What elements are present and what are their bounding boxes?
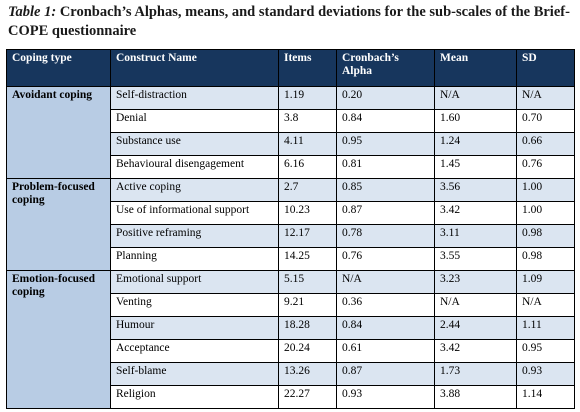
table-caption: Table 1: Cronbach’s Alphas, means, and s…	[8, 3, 574, 41]
construct-name-cell: Venting	[110, 293, 279, 317]
table-row: Denial 3.8 0.84 1.60 0.70	[7, 109, 575, 133]
table-row: Behavioural disengagement 6.16 0.81 1.45 0.7…	[7, 155, 575, 179]
table-row: Positive reframing 12.17 0.78 3.11 0.98	[7, 224, 575, 248]
sd-cell: 0.66	[516, 132, 575, 156]
sd-cell: 1.14	[516, 385, 575, 409]
sd-cell: 1.00	[516, 178, 575, 202]
sd-cell: 1.00	[516, 201, 575, 225]
table-row: Acceptance 20.24 0.61 3.42 0.95	[7, 339, 575, 363]
items-cell: 6.16	[278, 155, 337, 179]
sd-cell: 0.98	[516, 247, 575, 271]
items-cell: 20.24	[278, 339, 337, 363]
header-items: Items	[278, 49, 337, 87]
construct-name-cell: Acceptance	[110, 339, 279, 363]
cronbach-alpha-cell: 0.36	[336, 293, 435, 317]
items-cell: 9.21	[278, 293, 337, 317]
mean-cell: 1.45	[434, 155, 517, 179]
items-cell: 4.11	[278, 132, 337, 156]
cronbach-alpha-cell: 0.81	[336, 155, 435, 179]
sd-cell: 1.09	[516, 270, 575, 294]
cronbach-alpha-cell: 0.87	[336, 362, 435, 386]
table-row: Avoidant coping Self-distraction 1.19 0.20 N…	[6, 86, 575, 179]
items-cell: 13.26	[278, 362, 337, 386]
mean-cell: 3.55	[434, 247, 517, 271]
header-row: Coping type Construct Name Items Cronbac…	[6, 49, 575, 87]
items-cell: 12.17	[278, 224, 337, 248]
caption-text: Cronbach’s Alphas, means, and standard d…	[8, 4, 570, 39]
mean-cell: 3.42	[434, 201, 517, 225]
coping-type-cell: Emotion-focused coping	[6, 270, 111, 409]
construct-name-cell: Use of informational support	[110, 201, 279, 225]
header-construct-name: Construct Name	[110, 49, 279, 87]
sd-cell: 0.70	[516, 109, 575, 133]
cronbach-alpha-cell: 0.84	[336, 109, 435, 133]
items-cell: 2.7	[278, 178, 337, 202]
mean-cell: 3.42	[434, 339, 517, 363]
header-mean: Mean	[434, 49, 517, 87]
mean-cell: 1.24	[434, 132, 517, 156]
items-cell: 10.23	[278, 201, 337, 225]
caption-label: Table 1:	[8, 4, 57, 20]
mean-cell: 1.73	[434, 362, 517, 386]
items-cell: 18.28	[278, 316, 337, 340]
mean-cell: N/A	[434, 86, 517, 110]
cronbach-alpha-cell: 0.93	[336, 385, 435, 409]
cronbach-alpha-cell: 0.84	[336, 316, 435, 340]
mean-cell: 3.88	[434, 385, 517, 409]
cronbach-alpha-cell: 0.76	[336, 247, 435, 271]
coping-type-cell: Problem-focused coping	[6, 178, 111, 271]
table-body: Avoidant coping Self-distraction 1.19 0.20 N…	[6, 86, 575, 409]
cronbach-alpha-cell: 0.87	[336, 201, 435, 225]
table-row: Use of informational support 10.23 0.87 3.4…	[7, 201, 575, 225]
sd-cell: 0.76	[516, 155, 575, 179]
table-row: Emotion-focused coping Emotional support 5…	[6, 270, 575, 409]
construct-name-cell: Self-distraction	[110, 86, 279, 110]
construct-name-cell: Behavioural disengagement	[110, 155, 279, 179]
mean-cell: N/A	[434, 293, 517, 317]
table-row: Problem-focused coping Active coping 2.7 0.…	[6, 178, 575, 271]
construct-name-cell: Religion	[110, 385, 279, 409]
construct-name-cell: Planning	[110, 247, 279, 271]
construct-name-cell: Self-blame	[110, 362, 279, 386]
items-cell: 5.15	[278, 270, 337, 294]
cronbach-alpha-cell: 0.20	[336, 86, 435, 110]
table-row: Self-blame 13.26 0.87 1.73 0.93	[7, 362, 575, 386]
sd-cell: 0.95	[516, 339, 575, 363]
mean-cell: 2.44	[434, 316, 517, 340]
items-cell: 3.8	[278, 109, 337, 133]
cronbach-alpha-cell: 0.61	[336, 339, 435, 363]
header-coping-type: Coping type	[6, 49, 111, 87]
items-cell: 1.19	[278, 86, 337, 110]
header-sd: SD	[516, 49, 575, 87]
items-cell: 14.25	[278, 247, 337, 271]
sd-cell: N/A	[516, 293, 575, 317]
sd-cell: 1.11	[516, 316, 575, 340]
cronbach-alpha-cell: N/A	[336, 270, 435, 294]
mean-cell: 3.23	[434, 270, 517, 294]
construct-name-cell: Active coping	[110, 178, 279, 202]
cronbach-alpha-cell: 0.85	[336, 178, 435, 202]
coping-table: Coping type Construct Name Items Cronbac…	[6, 49, 575, 409]
cronbach-alpha-cell: 0.78	[336, 224, 435, 248]
table-row: Religion 22.27 0.93 3.88 1.14	[7, 385, 575, 409]
sd-cell: 0.93	[516, 362, 575, 386]
construct-name-cell: Humour	[110, 316, 279, 340]
cronbach-alpha-cell: 0.95	[336, 132, 435, 156]
construct-name-cell: Substance use	[110, 132, 279, 156]
items-cell: 22.27	[278, 385, 337, 409]
sd-cell: 0.98	[516, 224, 575, 248]
mean-cell: 3.56	[434, 178, 517, 202]
sd-cell: N/A	[516, 86, 575, 110]
construct-name-cell: Denial	[110, 109, 279, 133]
construct-name-cell: Positive reframing	[110, 224, 279, 248]
table-row: Planning 14.25 0.76 3.55 0.98	[7, 247, 575, 271]
coping-type-cell: Avoidant coping	[6, 86, 111, 179]
mean-cell: 3.11	[434, 224, 517, 248]
construct-name-cell: Emotional support	[110, 270, 279, 294]
mean-cell: 1.60	[434, 109, 517, 133]
table-row: Humour 18.28 0.84 2.44 1.11	[7, 316, 575, 340]
header-cronbach-alpha: Cronbach’s Alpha	[336, 49, 435, 87]
